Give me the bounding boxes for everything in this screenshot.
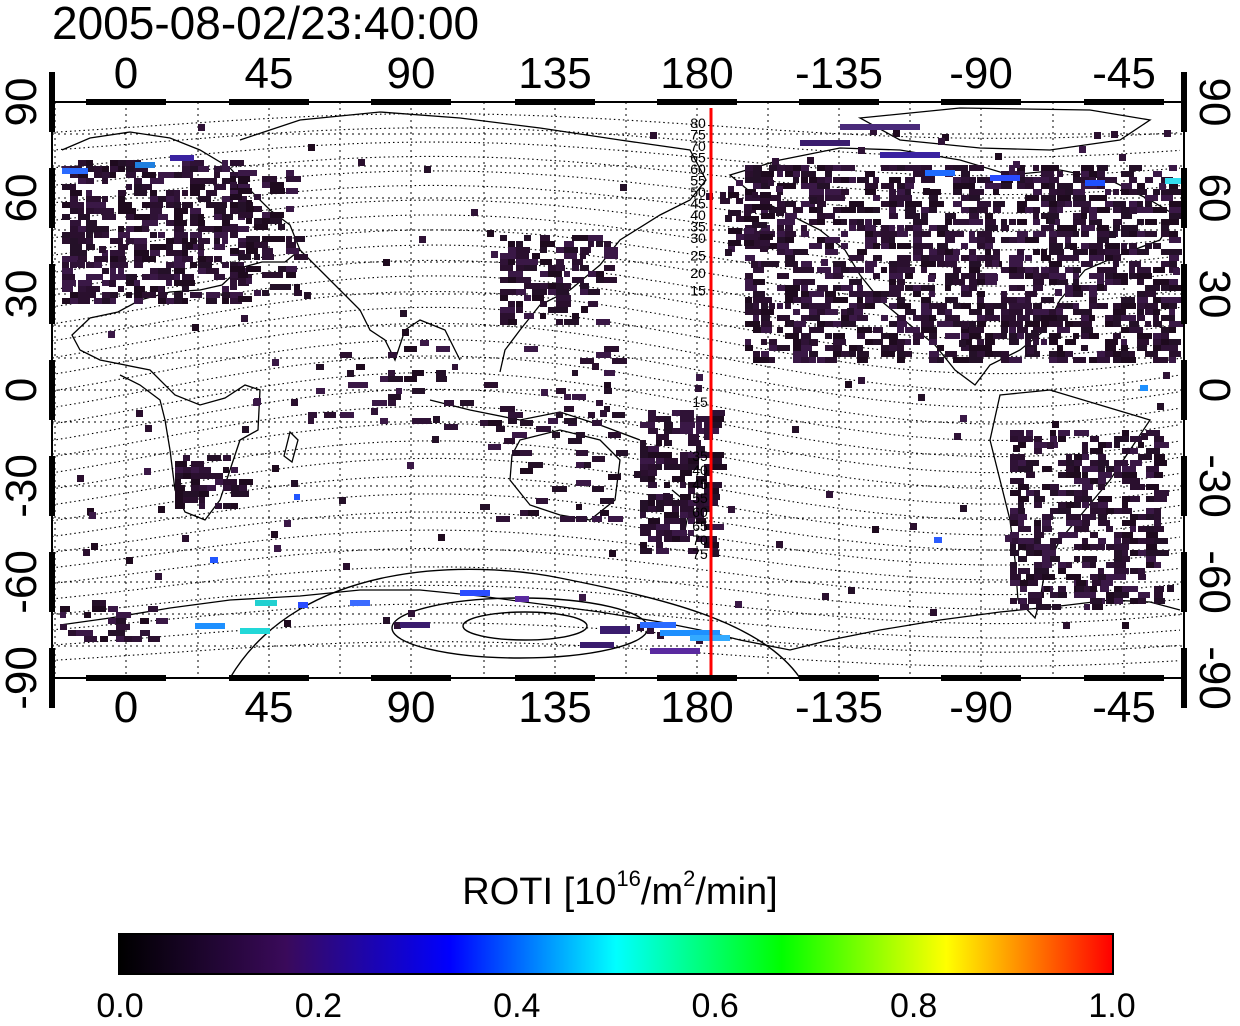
x-tick-label-bottom: 180 bbox=[660, 683, 733, 732]
y-tick-label-left: -90 bbox=[0, 646, 46, 710]
map-title: 2005-08-02/23:40:00 bbox=[52, 0, 480, 49]
colorbar-tick-label: 0.4 bbox=[493, 987, 541, 1025]
colorbar-tick-label: 0.8 bbox=[889, 987, 938, 1025]
contour-label: 60 bbox=[692, 504, 708, 520]
colorbar-title-exponent-2: 2 bbox=[683, 866, 696, 891]
y-tick-label-right: -90 bbox=[1190, 646, 1239, 710]
colorbar-tick-label: 1.0 bbox=[1088, 987, 1136, 1025]
x-tick-label-bottom: 135 bbox=[518, 683, 591, 732]
colorbar-tick-label: 0.6 bbox=[691, 987, 739, 1025]
x-tick-label-top: 180 bbox=[660, 49, 733, 98]
colorbar-title-suffix: /min] bbox=[695, 871, 778, 913]
contour-label: 15 bbox=[690, 283, 706, 299]
colorbar-title-prefix: ROTI [10 bbox=[462, 871, 617, 913]
contour-label: 60 bbox=[690, 161, 706, 177]
x-tick-label-top: 135 bbox=[518, 49, 591, 98]
colorbar-title: ROTI [1016/m2/min] bbox=[0, 868, 1240, 916]
x-tick-label-bottom: -135 bbox=[795, 683, 883, 732]
contour-label: 30 bbox=[690, 230, 706, 246]
y-tick-label-left: 90 bbox=[0, 78, 46, 127]
x-tick-label-bottom: 0 bbox=[114, 683, 138, 732]
colorbar-title-unit: /m bbox=[640, 871, 684, 913]
y-tick-label-right: 0 bbox=[1190, 378, 1239, 402]
y-tick-label-right: -60 bbox=[1190, 550, 1239, 614]
x-tick-label-top: 90 bbox=[387, 49, 436, 98]
y-tick-label-left: 60 bbox=[0, 174, 46, 223]
y-tick-label-left: 30 bbox=[0, 270, 46, 319]
contour-label: 65 bbox=[692, 518, 708, 534]
contour-label: 40 bbox=[692, 462, 708, 478]
contour-label: 55 bbox=[692, 490, 708, 506]
contour-label: 45 bbox=[690, 196, 706, 212]
colorbar-gradient bbox=[118, 933, 1114, 975]
contour-label: 80 bbox=[690, 115, 706, 131]
x-tick-label-top: -90 bbox=[949, 49, 1013, 98]
contour-label: 55 bbox=[690, 173, 706, 189]
y-tick-label-right: 30 bbox=[1190, 270, 1239, 319]
contour-label: 15 bbox=[692, 394, 708, 410]
colorbar-title-exponent: 16 bbox=[616, 866, 641, 891]
y-tick-label-right: -30 bbox=[1190, 454, 1239, 518]
contour-label: 70 bbox=[692, 532, 708, 548]
contour-label: 75 bbox=[692, 546, 708, 562]
contour-label: 75 bbox=[690, 127, 706, 143]
x-tick-label-top: -45 bbox=[1092, 49, 1156, 98]
contour-labels: 8075706560555045403530252015153540455560… bbox=[690, 115, 708, 562]
contour-label: 20 bbox=[690, 265, 706, 281]
contour-label: 40 bbox=[690, 207, 706, 223]
y-tick-label-left: -60 bbox=[0, 550, 46, 614]
colorbar-tick-label: 0.2 bbox=[294, 987, 343, 1025]
colorbar-tick-label: 0.0 bbox=[96, 987, 144, 1025]
y-tick-label-left: 0 bbox=[0, 378, 46, 402]
x-tick-label-top: 45 bbox=[245, 49, 294, 98]
contour-label: 70 bbox=[690, 138, 706, 154]
y-tick-label-left: -30 bbox=[0, 454, 46, 518]
contour-label: 35 bbox=[692, 448, 708, 464]
roti-data-cells bbox=[60, 124, 1184, 654]
x-tick-label-bottom: -90 bbox=[949, 683, 1013, 732]
roti-map: 8075706560555045403530252015153540455560… bbox=[0, 49, 1239, 732]
axis-ticks: 0045459090135135180180-135-135-90-90-45-… bbox=[0, 49, 1239, 732]
x-tick-label-top: -135 bbox=[795, 49, 883, 98]
contour-label: 35 bbox=[690, 219, 706, 235]
contour-label: 25 bbox=[690, 248, 706, 264]
y-tick-label-right: 90 bbox=[1190, 78, 1239, 127]
x-tick-label-bottom: 45 bbox=[245, 683, 294, 732]
x-tick-label-top: 0 bbox=[114, 49, 138, 98]
contour-label: 65 bbox=[690, 150, 706, 166]
contour-label: 45 bbox=[692, 476, 708, 492]
x-tick-label-bottom: 90 bbox=[387, 683, 436, 732]
x-tick-label-bottom: -45 bbox=[1092, 683, 1156, 732]
y-tick-label-right: 60 bbox=[1190, 174, 1239, 223]
contour-label: 50 bbox=[690, 184, 706, 200]
